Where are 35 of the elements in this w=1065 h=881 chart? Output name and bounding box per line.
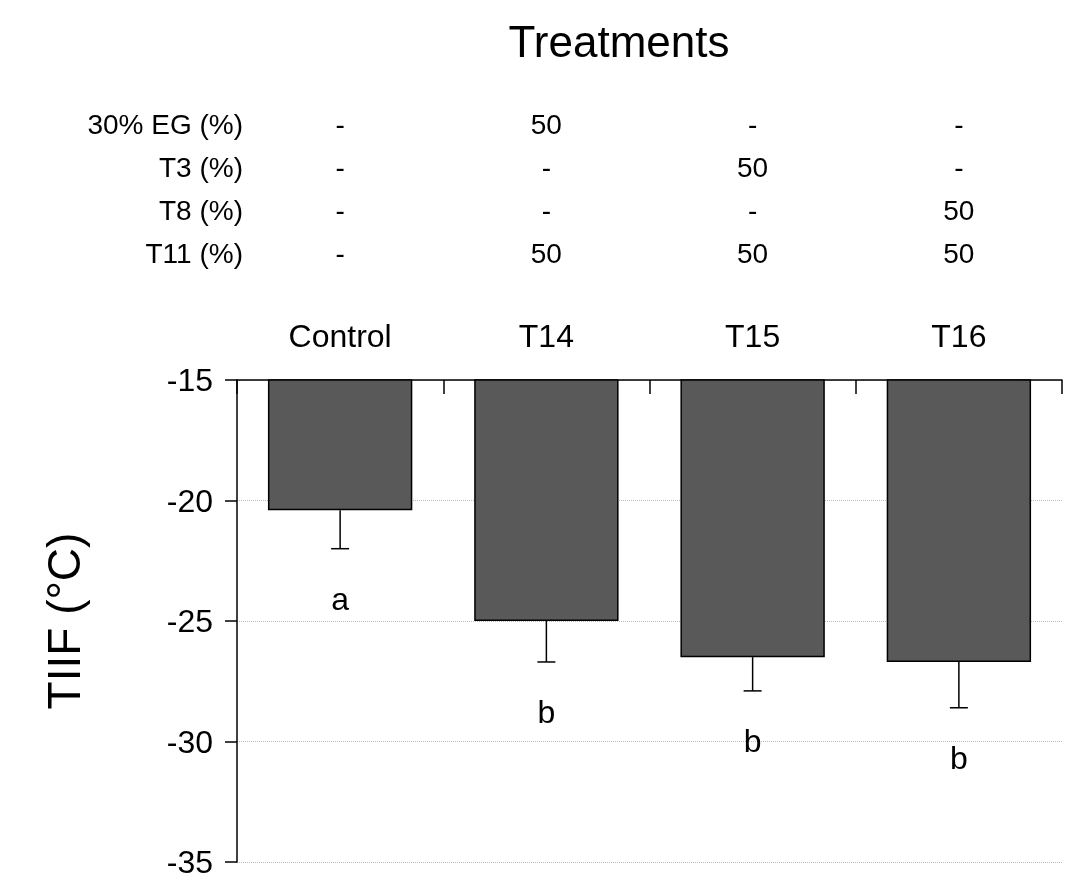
x-tick-label: T14 <box>518 318 574 354</box>
y-tick-label: -30 <box>166 723 213 760</box>
text: T8 (%) <box>159 194 243 226</box>
text: T3 (%) <box>159 151 243 183</box>
y-tick-label: -35 <box>166 844 213 880</box>
text: - <box>335 237 345 269</box>
text: 50 <box>737 151 769 183</box>
text: T11 (%) <box>145 237 243 269</box>
text: - <box>335 151 345 183</box>
annotation: a <box>331 580 350 617</box>
text: 50 <box>530 108 562 140</box>
chart-title: Treatments <box>508 16 730 66</box>
text: - <box>747 108 758 140</box>
y-tick-label: -25 <box>166 603 213 639</box>
text: 50 <box>737 237 769 269</box>
annotation: b <box>743 722 762 759</box>
annotation: b <box>537 693 556 730</box>
text: 30% EG (%) <box>87 108 243 140</box>
text: - <box>954 108 964 140</box>
text: - <box>541 194 552 226</box>
y-tick-label: -15 <box>166 362 213 398</box>
text: - <box>747 194 758 226</box>
text: - <box>954 151 964 183</box>
x-tick-label: T16 <box>931 318 987 354</box>
y-tick-label: -20 <box>166 482 213 519</box>
text: 50 <box>943 237 975 269</box>
text: - <box>541 151 552 183</box>
text: - <box>335 194 345 226</box>
y-axis-title: TIIF (°C) <box>38 532 90 710</box>
annotation: b <box>949 739 968 776</box>
x-tick-label: Control <box>288 318 392 354</box>
x-tick-label: T15 <box>725 318 781 354</box>
text: 50 <box>530 237 562 269</box>
text: - <box>335 108 345 140</box>
text: 50 <box>943 194 975 226</box>
